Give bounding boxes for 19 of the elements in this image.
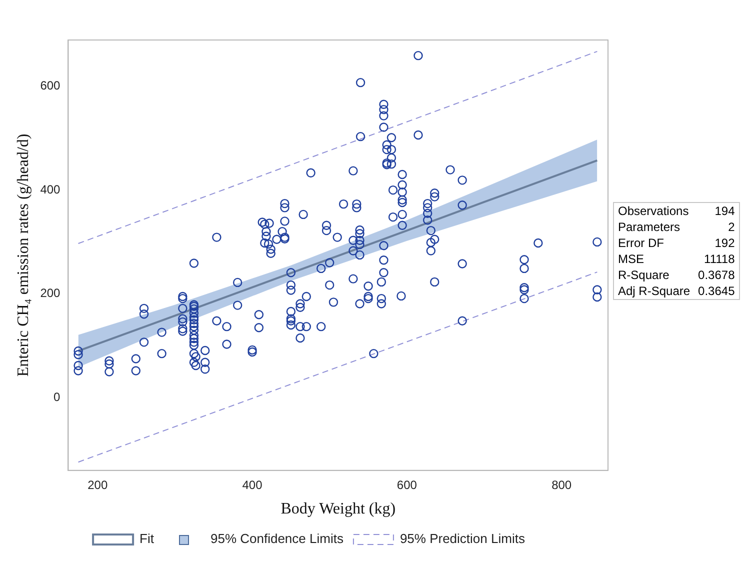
y-tick-label: 200 — [40, 286, 61, 300]
legend-label: 95% Prediction Limits — [400, 531, 526, 546]
text: 95% Confidence Limits — [210, 531, 344, 546]
text: Adj R-Square 0.3645 — [617, 283, 736, 300]
x-tick-label: 600 — [396, 478, 418, 492]
text: Parameters 2 — [618, 220, 735, 234]
text: R-Square 0.3678 — [618, 268, 735, 282]
x-tick-label: 400 — [242, 478, 263, 492]
text: MSE 11118 — [618, 252, 735, 266]
y-tick-label: 0 — [54, 390, 61, 404]
legend-label: Fit — [140, 531, 154, 546]
x-tick-label: 800 — [552, 478, 572, 492]
text: Observations 194 — [618, 204, 735, 218]
x-tick-label: 200 — [88, 478, 108, 492]
y-tick-label: 600 — [40, 78, 61, 93]
x-axis-title: Body Weight (kg) — [280, 500, 396, 518]
y-axis-title: Enteric CH₄ emission rates (g/head/d) — [14, 134, 32, 377]
y-tick-label: 400 — [40, 182, 61, 196]
text: Error DF 192 — [618, 236, 735, 250]
